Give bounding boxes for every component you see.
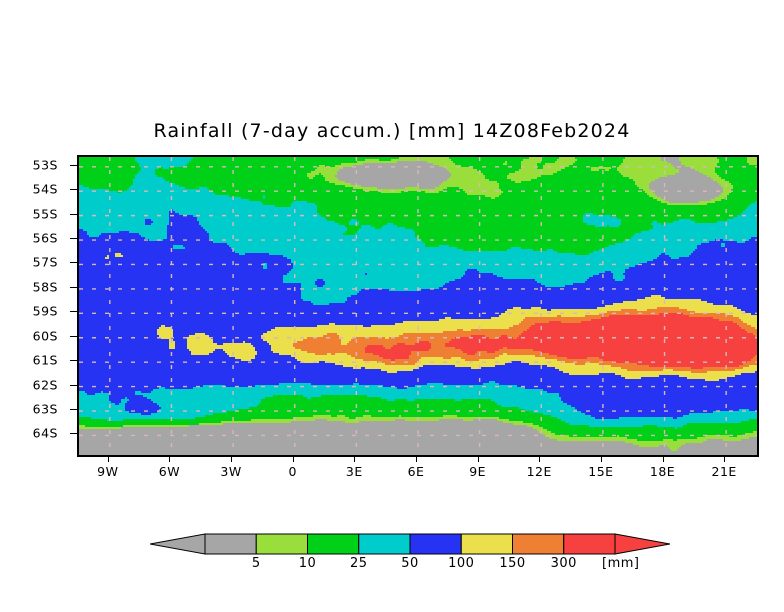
x-axis-label-9e: 9E [469, 464, 487, 479]
x-axis-tick [477, 455, 479, 462]
rainfall-heatmap [79, 157, 757, 455]
colorbar-band-150-300 [512, 533, 565, 555]
colorbar-band-10-25 [307, 533, 360, 555]
colorbar-tick-150: 150 [499, 556, 526, 571]
x-axis-tick [354, 455, 356, 462]
y-axis-label-59s: 59S [32, 303, 58, 319]
x-axis-tick [231, 455, 233, 462]
colorbar-unit-label: [mm] [602, 556, 640, 571]
y-axis-label-61s: 61S [32, 352, 58, 368]
colorbar-band-100-150 [460, 533, 513, 555]
x-axis-label-21e: 21E [711, 464, 737, 479]
colorbar-band-<5 [204, 533, 257, 555]
x-axis-label-6e: 6E [407, 464, 425, 479]
y-axis-tick [70, 360, 77, 362]
x-axis-tick [416, 455, 417, 462]
y-axis-label-60s: 60S [32, 328, 58, 344]
y-axis-tick [70, 335, 77, 337]
y-axis-tick [70, 238, 77, 240]
colorbar-tick-10: 10 [298, 556, 317, 571]
x-axis-tick [107, 455, 109, 462]
x-axis-label-3w: 3W [220, 464, 242, 479]
colorbar-tick-50: 50 [401, 556, 419, 571]
y-axis-label-54s: 54S [32, 181, 58, 197]
y-axis-tick [70, 164, 77, 166]
y-axis-tick [70, 286, 77, 288]
x-axis-label-15e: 15E [588, 464, 614, 479]
colorbar-low-arrow [150, 533, 206, 555]
x-axis-tick [724, 455, 726, 462]
y-axis-label-57s: 57S [32, 254, 58, 270]
x-axis-label-0: 0 [288, 464, 297, 479]
colorbar-tick-25: 25 [349, 556, 368, 571]
y-axis-label-63s: 63S [32, 401, 58, 417]
y-axis-label-58s: 58S [32, 279, 58, 295]
x-axis-tick [662, 455, 664, 462]
chart-title: Rainfall (7-day accum.) [mm] 14Z08Feb202… [153, 120, 631, 142]
colorbar-high-arrow [614, 533, 670, 555]
y-axis-tick [70, 189, 77, 191]
x-axis: 9W 6W 3W 0 3E 6E 9E 12E 15E 18E 21E [77, 455, 755, 485]
x-axis-tick [600, 455, 602, 462]
y-axis-label-53s: 53S [32, 157, 58, 173]
x-axis-label-3e: 3E [345, 464, 363, 479]
x-axis-label-6w: 6W [158, 464, 181, 479]
colorbar-band-5-10 [255, 533, 308, 555]
x-axis-label-12e: 12E [526, 464, 552, 479]
y-axis-label-55s: 55S [32, 206, 58, 222]
y-axis-label-64s: 64S [32, 425, 58, 441]
colorbar-tick-300: 300 [550, 556, 577, 571]
x-axis-tick [292, 455, 294, 462]
colorbar-band->300 [563, 533, 616, 555]
map-plot-area [77, 155, 759, 457]
y-axis-label-56s: 56S [32, 230, 58, 246]
colorbar-swatches [150, 533, 670, 555]
colorbar-band-25-50 [358, 533, 411, 555]
x-axis-label-9w: 9W [97, 464, 119, 479]
colorbar-legend: [mm] 5 10 25 50 100 150 300 [150, 528, 670, 588]
y-axis: 53S 54S 55S 56S 57S 58S 59S 60S 61S 62S 63S 64S [0, 155, 77, 453]
colorbar-tick-100: 100 [448, 556, 475, 571]
y-axis-tick [70, 409, 77, 411]
x-axis-label-18e: 18E [649, 464, 676, 479]
y-axis-label-62s: 62S [32, 377, 58, 393]
y-axis-tick [70, 311, 77, 313]
colorbar-band-50-100 [409, 533, 462, 555]
x-axis-tick [169, 455, 171, 462]
y-axis-tick [70, 433, 77, 435]
colorbar-tick-5: 5 [251, 556, 261, 571]
y-axis-tick [70, 213, 77, 215]
y-axis-tick [70, 262, 77, 264]
x-axis-tick [539, 455, 541, 462]
y-axis-tick [70, 384, 77, 386]
